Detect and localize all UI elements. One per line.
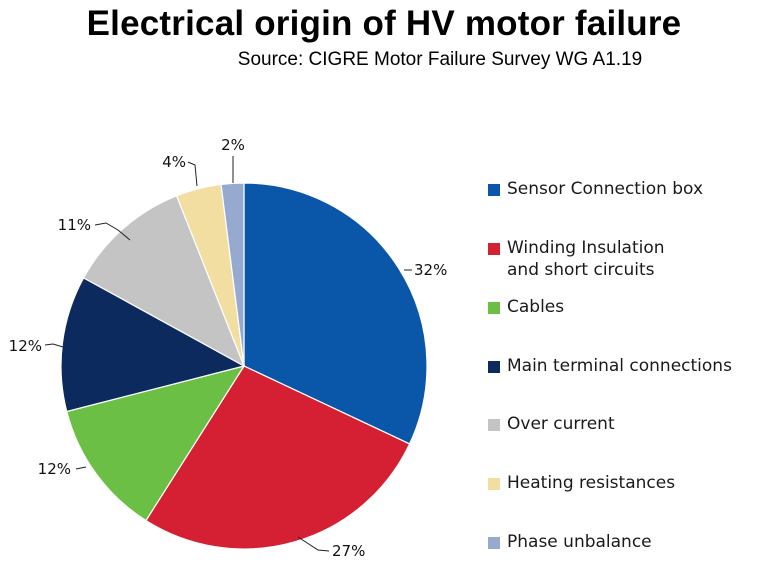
legend-swatch-4: [488, 419, 500, 431]
legend-item-3: Main terminal connections: [488, 355, 732, 377]
chart-title: Electrical origin of HV motor failure: [86, 4, 682, 43]
chart-subtitle: Source: CIGRE Motor Failure Survey WG A1…: [237, 49, 643, 70]
legend-swatch-5: [488, 478, 500, 490]
legend-label-3: Main terminal connections: [507, 356, 732, 376]
pie-slice-2: [66, 365, 246, 522]
leader-line-5: [187, 161, 198, 187]
leader-line-3: [44, 343, 64, 348]
leader-line-4: [94, 222, 131, 241]
value-label-0: 32%: [414, 261, 447, 279]
leader-line-1: [297, 536, 330, 552]
pie-slice-1: [145, 365, 411, 550]
value-label-5: 4%: [162, 153, 186, 171]
legend-swatch-6: [488, 537, 500, 549]
legend-swatch-2: [488, 302, 500, 314]
pie-slice-6: [220, 182, 245, 367]
legend-item-5: Heating resistances: [488, 472, 675, 494]
value-label-4: 11%: [58, 216, 91, 234]
legend-label-2: Cables: [507, 297, 565, 317]
value-labels: 32% 27% 12% 12% 11% 4% 2%: [9, 136, 448, 560]
legend-label-1: Winding Insulation and short circuits: [507, 238, 665, 280]
value-label-2: 12%: [38, 460, 71, 478]
legend-label-6: Phase unbalance: [507, 532, 652, 552]
legend-label-5: Heating resistances: [507, 473, 676, 493]
legend-label-4: Over current: [507, 414, 615, 434]
legend-item-2: Cables: [488, 296, 564, 318]
legend-label-0: Sensor Connection box: [507, 179, 703, 199]
legend-swatch-1: [488, 243, 500, 255]
pie-slice-0: [243, 182, 428, 445]
pie-slice-3: [60, 277, 246, 413]
legend-swatch-0: [488, 184, 500, 196]
legend-item-4: Over current: [488, 413, 615, 435]
value-label-3: 12%: [9, 337, 42, 355]
value-label-1: 27%: [332, 542, 365, 560]
legend-swatch-3: [488, 361, 500, 373]
legend-item-0: Sensor Connection box: [488, 178, 703, 200]
pie-slices: [60, 182, 428, 550]
value-label-6: 2%: [221, 136, 245, 154]
pie-slice-4: [82, 195, 246, 368]
legend-item-1: Winding Insulation and short circuits: [488, 237, 665, 281]
leader-line-2: [75, 466, 87, 470]
legend-item-6: Phase unbalance: [488, 531, 652, 553]
leader-lines: [44, 156, 412, 552]
